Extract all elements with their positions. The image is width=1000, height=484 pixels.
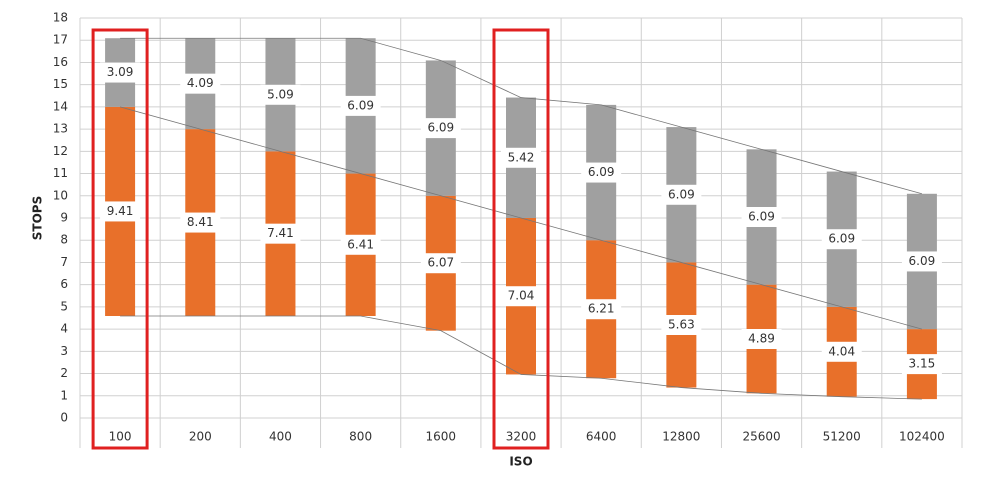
- x-tick-label: 800: [349, 430, 372, 444]
- label-background: [581, 299, 622, 320]
- label-background: [340, 95, 381, 116]
- y-tick-label: 7: [60, 255, 68, 269]
- bar-base: [265, 316, 295, 418]
- bar-base: [346, 316, 376, 418]
- label-background: [661, 315, 702, 335]
- data-label: 6.09: [748, 210, 775, 224]
- y-tick-label: 11: [53, 166, 68, 180]
- x-tick-label: 51200: [823, 430, 861, 444]
- label-background: [501, 147, 541, 168]
- data-label: 6.07: [427, 256, 454, 270]
- label-background: [901, 251, 942, 272]
- bar-base: [827, 397, 857, 418]
- label-background: [100, 62, 141, 83]
- label-background: [741, 207, 782, 227]
- x-axis-title: ISO: [509, 455, 532, 469]
- x-tick-label: 100: [109, 430, 132, 444]
- label-background: [260, 223, 301, 244]
- label-background: [741, 329, 782, 349]
- y-tick-label: 13: [53, 122, 68, 136]
- bar-base: [185, 316, 215, 418]
- label-background: [501, 286, 541, 307]
- y-tick-label: 18: [53, 11, 68, 25]
- y-tick-label: 14: [53, 99, 68, 113]
- y-tick-label: 5: [60, 299, 68, 313]
- bar-base: [586, 378, 616, 418]
- y-tick-label: 8: [60, 233, 68, 247]
- data-label: 4.09: [187, 76, 214, 90]
- label-background: [340, 234, 381, 255]
- y-tick-label: 0: [60, 411, 68, 425]
- label-background: [100, 201, 141, 222]
- y-tick-label: 4: [60, 322, 68, 336]
- data-label: 5.42: [508, 150, 535, 164]
- y-tick-label: 15: [53, 77, 68, 91]
- y-tick-label: 12: [53, 144, 68, 158]
- x-tick-label: 3200: [506, 430, 537, 444]
- connector-line: [120, 37, 923, 195]
- x-tick-label: 12800: [662, 430, 700, 444]
- data-label: 6.21: [588, 302, 615, 316]
- data-label: 4.04: [828, 344, 855, 358]
- data-label: 4.89: [748, 332, 775, 346]
- y-tick-label: 6: [60, 277, 68, 291]
- highlight-box: [91, 28, 149, 450]
- connector-line: [119, 106, 923, 330]
- data-label: 6.09: [828, 232, 855, 246]
- data-label: 6.41: [347, 237, 374, 251]
- data-label: 6.09: [347, 98, 374, 112]
- bar-base: [426, 331, 456, 418]
- y-tick-label: 9: [60, 211, 68, 225]
- data-label: 6.09: [909, 254, 936, 268]
- data-label: 7.04: [508, 289, 535, 303]
- label-background: [821, 341, 862, 362]
- y-tick-label: 10: [53, 188, 68, 202]
- label-background: [661, 184, 702, 205]
- label-background: [180, 73, 221, 94]
- data-label: 8.41: [187, 215, 214, 229]
- x-tick-label: 102400: [899, 430, 945, 444]
- x-tick-label: 200: [189, 430, 212, 444]
- data-label: 6.09: [668, 187, 695, 201]
- label-background: [581, 162, 622, 183]
- connector-line: [120, 315, 922, 400]
- label-background: [821, 229, 862, 250]
- label-background: [420, 118, 461, 139]
- data-label: 6.09: [588, 165, 615, 179]
- highlight-box: [492, 28, 550, 450]
- x-tick-label: 25600: [742, 430, 780, 444]
- data-label: 5.09: [267, 87, 294, 101]
- y-tick-label: 17: [53, 33, 68, 47]
- label-background: [901, 354, 942, 375]
- label-background: [180, 212, 221, 233]
- y-tick-label: 1: [60, 388, 68, 402]
- x-tick-label: 1600: [426, 430, 457, 444]
- y-axis-title: STOPS: [31, 196, 45, 240]
- data-label: 3.09: [107, 65, 134, 79]
- y-tick-label: 2: [60, 366, 68, 380]
- data-label: 3.15: [909, 357, 936, 371]
- bar-base: [907, 399, 937, 418]
- data-label: 9.41: [107, 204, 134, 218]
- data-label: 7.41: [267, 226, 294, 240]
- x-tick-label: 6400: [586, 430, 617, 444]
- x-tick-label: 400: [269, 430, 292, 444]
- y-tick-label: 3: [60, 344, 68, 358]
- data-label: 5.63: [668, 318, 695, 332]
- y-tick-label: 16: [53, 55, 68, 69]
- bar-base: [747, 393, 777, 418]
- data-label: 6.09: [427, 121, 454, 135]
- label-background: [260, 84, 301, 105]
- label-background: [420, 253, 461, 274]
- bar-base: [666, 388, 696, 418]
- bar-base: [105, 316, 135, 418]
